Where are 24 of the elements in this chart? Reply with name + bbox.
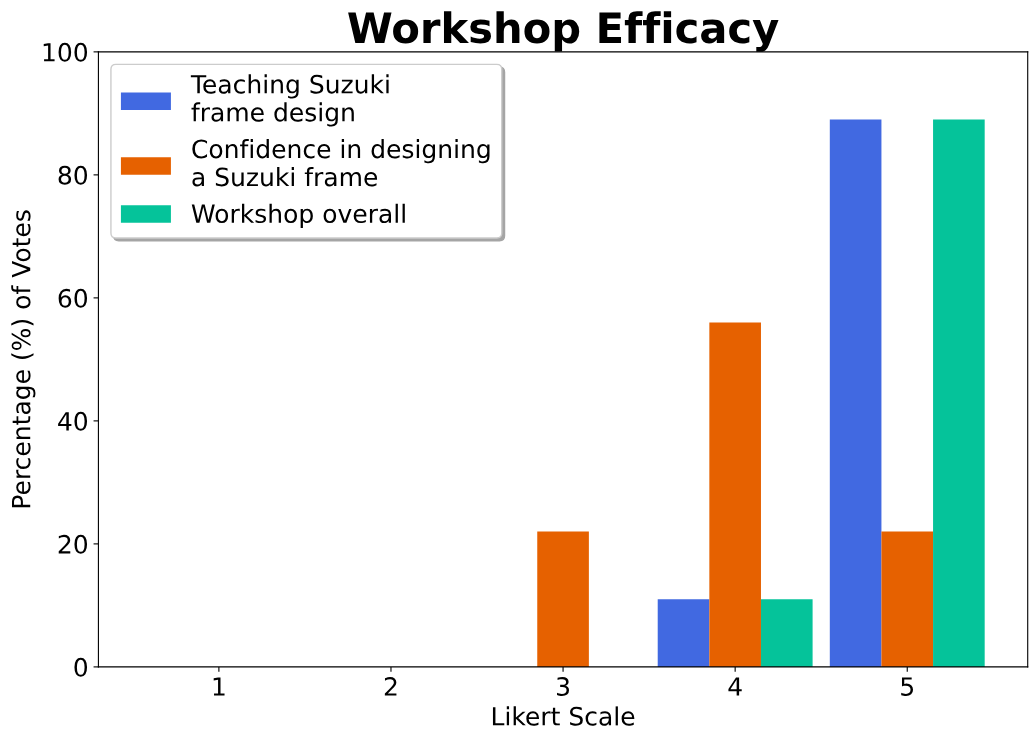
y-tick-label: 40: [58, 411, 88, 431]
y-tick-label: 0: [74, 657, 88, 677]
x-axis-title: Likert Scale: [492, 706, 635, 726]
chart-title: Workshop Efficacy: [348, 11, 779, 52]
bar: [657, 599, 710, 667]
bar: [760, 599, 813, 667]
bar: [709, 322, 761, 667]
bar: [933, 119, 985, 667]
y-tick-label: 60: [58, 288, 88, 308]
legend-label: Teaching Suzuki frame design: [190, 74, 389, 127]
x-tick-label: 2: [384, 677, 397, 696]
legend-label: Workshop overall: [191, 203, 405, 228]
legend-label: Confidence in designing a Suzuki frame: [192, 139, 490, 187]
bar: [537, 531, 589, 667]
bar: [881, 531, 934, 667]
x-tick-label: 5: [901, 677, 914, 696]
y-tick-label: 20: [58, 534, 88, 554]
x-tick-label: 1: [213, 677, 225, 696]
x-tick-label: 4: [728, 677, 742, 696]
y-axis-title: Percentage (%) of Votes: [11, 210, 36, 508]
y-tick-label: 80: [58, 165, 88, 185]
y-tick-label: 100: [43, 42, 88, 62]
x-tick-label: 3: [557, 677, 570, 696]
bar: [829, 119, 882, 667]
